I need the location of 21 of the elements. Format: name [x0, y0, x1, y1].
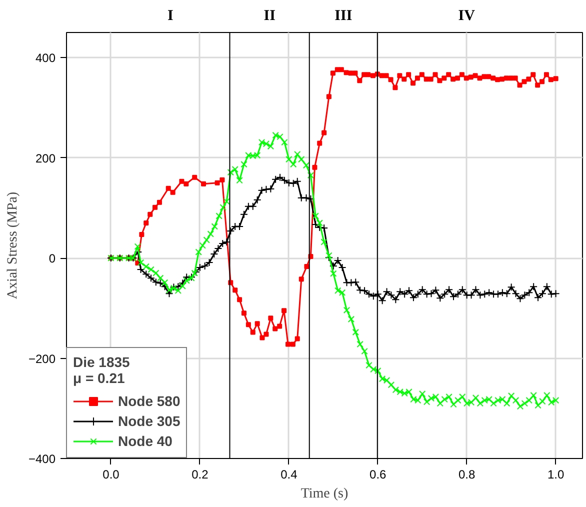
text: II	[264, 8, 276, 24]
y-axis-title: Axial Stress (MPa)	[5, 192, 20, 300]
x-tick-label: 0.0	[102, 468, 120, 482]
y-tick-label: −200	[28, 352, 56, 366]
x-tick-label: 0.6	[370, 468, 387, 482]
y-tick-label: 200	[35, 151, 56, 166]
y-tick-label: −400	[28, 452, 56, 466]
legend-title: Die 1835 μ = 0.21	[73, 354, 131, 386]
text: III	[334, 8, 352, 24]
y-tick-label: 0	[48, 252, 56, 266]
y-tick-label: 400	[35, 51, 56, 66]
legend-label: Node 580	[118, 392, 180, 410]
legend-label: Node 40	[118, 432, 172, 450]
text: I	[167, 8, 174, 24]
x-tick-label: 0.2	[192, 468, 209, 482]
x-tick-label: 0.4	[280, 468, 298, 482]
legend-label: Node 305	[118, 412, 180, 430]
text: IV	[458, 8, 476, 24]
x-tick-label: 0.8	[458, 468, 476, 482]
x-tick-label: 1.0	[547, 468, 564, 482]
x-axis-title: Time (s)	[300, 486, 348, 502]
